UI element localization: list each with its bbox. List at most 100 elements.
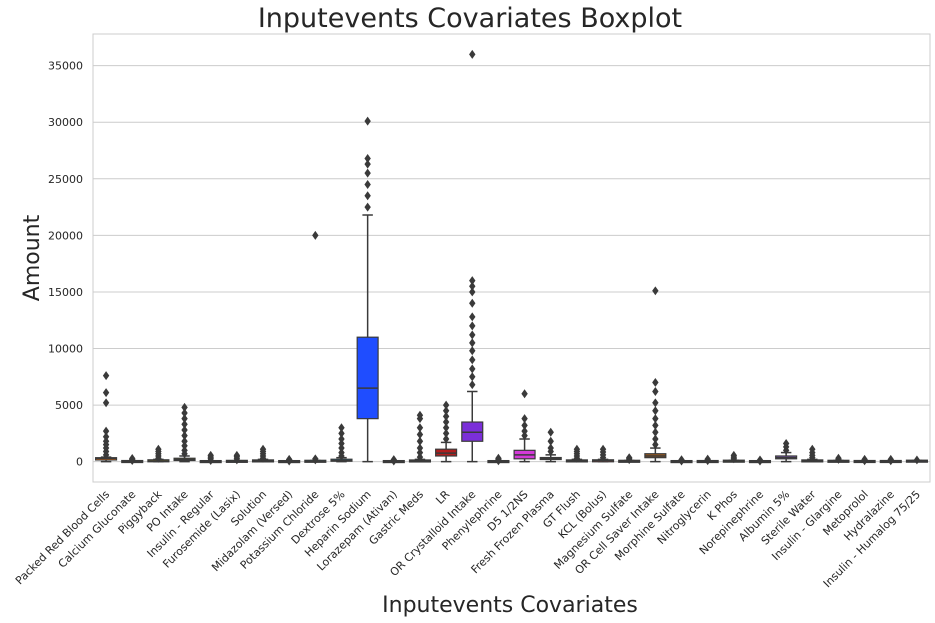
outlier-point	[364, 202, 371, 212]
outlier-point	[678, 455, 685, 465]
outlier-point	[181, 441, 188, 451]
y-tick-label: 20000	[48, 229, 83, 242]
y-tick-labels: 0 5000 10000 15000 20000 25000 30000 35000	[48, 60, 83, 469]
box-9	[304, 230, 327, 465]
outlier-point	[756, 455, 764, 465]
x-axis-label: Inputevents Covariates	[382, 593, 638, 618]
y-tick-label: 5000	[55, 399, 83, 412]
outlier-point	[102, 432, 110, 442]
outlier-point	[913, 455, 921, 465]
plot-area-frame	[92, 33, 931, 483]
outlier-point	[652, 414, 659, 424]
outlier-point	[652, 286, 659, 296]
outlier-point	[626, 453, 633, 463]
outlier-point	[181, 414, 188, 424]
box-29	[827, 453, 850, 464]
outlier-point	[521, 420, 528, 430]
outlier-point	[129, 453, 136, 463]
outlier-point	[338, 443, 345, 453]
outlier-point	[652, 387, 659, 396]
outlier-point	[469, 276, 476, 286]
outlier-point	[338, 423, 345, 433]
outlier-point	[181, 419, 188, 429]
x-tick-label: LR	[433, 488, 452, 507]
outlier-point	[416, 430, 424, 439]
outlier-point	[442, 411, 450, 421]
outlier-point	[181, 402, 188, 412]
outlier-point	[442, 428, 450, 438]
outlier-point	[364, 191, 371, 201]
box-22	[644, 286, 667, 463]
outlier-point	[181, 445, 188, 455]
outlier-point	[521, 431, 528, 441]
outlier-point	[102, 436, 110, 446]
box-26	[748, 455, 772, 466]
outlier-point	[652, 406, 659, 416]
outlier-point	[469, 355, 476, 365]
outlier-point	[835, 453, 842, 463]
outlier-point	[652, 420, 659, 430]
outlier-point	[312, 230, 319, 240]
y-tick-label: 30000	[48, 116, 83, 129]
outlier-point	[469, 287, 476, 297]
outlier-point	[469, 298, 476, 308]
outlier-point	[547, 436, 554, 446]
outlier-point	[442, 434, 450, 444]
outlier-point	[547, 427, 554, 437]
outlier-point	[652, 440, 659, 450]
chart-title: Inputevents Covariates Boxplot	[258, 3, 682, 34]
box-12	[382, 455, 405, 466]
box-10	[330, 423, 353, 463]
outlier-point	[364, 159, 371, 169]
outlier-point	[416, 410, 424, 420]
box-series	[95, 49, 928, 466]
outlier-point	[181, 431, 188, 441]
box-16	[487, 453, 510, 466]
box-24	[696, 454, 719, 466]
outlier-point	[782, 439, 790, 449]
outlier-point	[442, 423, 450, 433]
box-20	[591, 444, 615, 463]
outlier-point	[259, 444, 267, 454]
outlier-point	[469, 372, 476, 382]
outlier-point	[102, 398, 110, 408]
outlier-point	[416, 448, 424, 458]
y-tick-label: 25000	[48, 173, 83, 186]
outlier-point	[390, 455, 397, 465]
outlier-point	[469, 346, 476, 356]
outlier-point	[233, 450, 241, 460]
outlier-point	[416, 443, 424, 453]
y-tick-label: 10000	[48, 343, 83, 356]
outlier-point	[469, 338, 476, 348]
outlier-point	[652, 377, 659, 387]
outlier-point	[364, 168, 371, 178]
box-7	[251, 444, 275, 463]
outlier-point	[155, 444, 162, 454]
y-axis-label: Amount	[20, 214, 45, 301]
box-30	[853, 454, 876, 466]
outlier-point	[469, 312, 476, 322]
outlier-point	[364, 153, 371, 163]
outlier-point	[364, 116, 371, 126]
outlier-point	[652, 427, 659, 437]
box-3	[147, 444, 170, 463]
outlier-point	[469, 364, 476, 374]
outlier-point	[338, 448, 345, 458]
box-25	[722, 450, 745, 464]
outlier-point	[469, 281, 476, 291]
outlier-point	[338, 434, 345, 444]
outlier-point	[207, 450, 214, 460]
box-17	[513, 389, 536, 463]
outlier-point	[338, 428, 345, 438]
box-14	[435, 400, 458, 463]
box-31	[879, 454, 902, 466]
outlier-point	[416, 423, 424, 433]
outlier-point	[442, 417, 450, 427]
outlier-point	[730, 450, 738, 460]
outlier-point	[285, 454, 293, 464]
box-32	[905, 455, 928, 465]
y-tick-label: 0	[76, 456, 83, 469]
outlier-point	[364, 179, 371, 189]
box-6	[225, 450, 248, 465]
